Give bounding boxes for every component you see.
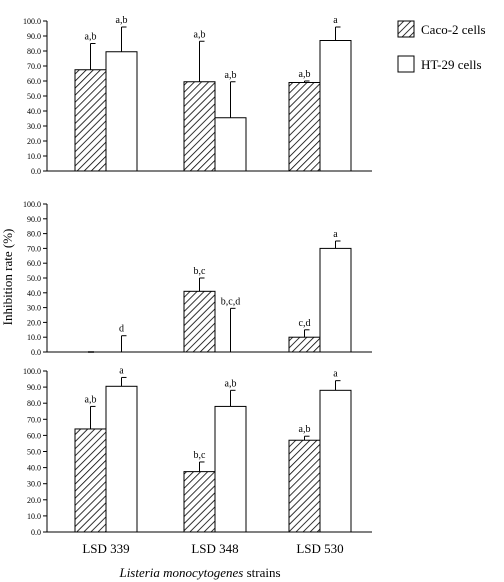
panel-3-y-tick-label: 60.0 [27, 431, 41, 440]
panel-3-y-tick-label: 50.0 [27, 448, 41, 457]
panel-2-y-tick-label: 80.0 [27, 230, 41, 239]
panel-1-lsd-339-caco-2-significance-label: a,b [85, 32, 97, 43]
panel-1-lsd-530-ht-29-significance-label: a [333, 15, 338, 26]
panel-3-lsd-339-ht-29-bar [105, 385, 138, 533]
panel-3-y-tick-label: 30.0 [27, 480, 41, 489]
panel-1-y-tick-label: 100.0 [23, 17, 41, 26]
panel-2-y-tick-label: 40.0 [27, 289, 41, 298]
panel-1-y-tick-label: 10.0 [27, 152, 41, 161]
panel-1-lsd-530-caco-2-bar [288, 82, 321, 172]
panel-3-y-tick-label: 40.0 [27, 464, 41, 473]
panel-2-y-tick-label: 50.0 [27, 274, 41, 283]
legend-label-caco-2: Caco-2 cells [421, 22, 486, 37]
panel-1-y-tick-label: 50.0 [27, 92, 41, 101]
panel-1-lsd-530-ht-29-bar [319, 40, 352, 172]
panel-3-lsd-348-caco-2-significance-label: b,c [194, 450, 207, 461]
category-labels: LSD 339 LSD 348 LSD 530 [82, 541, 343, 556]
panel-2-y-tick-label: 10.0 [27, 333, 41, 342]
panel-3-y-tick-label: 70.0 [27, 415, 41, 424]
panel-3: 0.0 10.0 20.0 30.0 40.0 50.0 60.0 70.0 80.0 90.0 1… [23, 365, 372, 537]
panel-3-lsd-530-ht-29-significance-label: a [333, 369, 338, 380]
panel-1-lsd-339-ht-29-bar [105, 51, 138, 172]
x-axis-title-italic: Listeria monocytogenes [118, 565, 243, 580]
panel-3-y-tick-label: 90.0 [27, 383, 41, 392]
legend-swatch-ht-29 [397, 55, 415, 73]
panel-2-lsd-348-caco-2-bar [183, 290, 216, 353]
panel-2: 0.0 10.0 20.0 30.0 40.0 50.0 60.0 70.0 80.0 90.0 1… [23, 200, 372, 357]
panel-3-y-tick-label: 80.0 [27, 399, 41, 408]
category-label-lsd-339: LSD 339 [82, 541, 129, 556]
panel-1-y-tick-label: 30.0 [27, 122, 41, 131]
panel-2-y-tick-label: 70.0 [27, 244, 41, 253]
x-axis-title: Listeria monocytogenes strains [118, 565, 280, 580]
x-axis-title-rest: strains [243, 565, 280, 580]
panel-3-lsd-339-ht-29-significance-label: a [119, 365, 124, 376]
panel-3-lsd-348-caco-2-bar [183, 471, 216, 533]
panel-2-y-tick-label: 100.0 [23, 200, 41, 209]
category-label-lsd-348: LSD 348 [191, 541, 238, 556]
legend: Caco-2 cells HT-29 cells [397, 20, 486, 73]
chart-panels: 0.0 10.0 20.0 30.0 40.0 50.0 60.0 70.0 80.0 90.0 1… [23, 15, 372, 537]
panel-3-y-tick-label: 10.0 [27, 512, 41, 521]
panel-3-lsd-530-caco-2-significance-label: a,b [299, 424, 311, 435]
panel-3-lsd-348-ht-29-significance-label: a,b [225, 378, 237, 389]
panel-1-lsd-339-caco-2-bar [74, 69, 107, 172]
panel-2-lsd-530-ht-29-significance-label: a [333, 229, 338, 240]
panel-1-lsd-530-caco-2-significance-label: a,b [299, 69, 311, 80]
panel-2-lsd-530-ht-29-bar [319, 247, 352, 353]
panel-2-lsd-348-ht-29-significance-label: b,c,d [221, 296, 240, 307]
legend-label-ht-29: HT-29 cells [421, 57, 482, 72]
panel-1-lsd-348-ht-29-significance-label: a,b [225, 70, 237, 81]
category-label-lsd-530: LSD 530 [296, 541, 343, 556]
panel-3-lsd-348-ht-29-bar [214, 405, 247, 533]
panel-3-lsd-530-ht-29-bar [319, 389, 352, 533]
panel-2-lsd-339-ht-29-significance-label: d [119, 324, 124, 335]
panel-1-y-tick-label: 0.0 [31, 167, 41, 176]
panel-1-y-tick-label: 90.0 [27, 32, 41, 41]
panel-3-y-tick-label: 100.0 [23, 367, 41, 376]
panel-1-y-tick-label: 60.0 [27, 77, 41, 86]
panel-1-y-tick-label: 20.0 [27, 137, 41, 146]
panel-3-lsd-339-caco-2-bar [74, 428, 107, 533]
panel-1-lsd-348-caco-2-bar [183, 81, 216, 172]
panel-1-y-tick-label: 40.0 [27, 107, 41, 116]
y-axis-title: Inhibition rate (%) [0, 229, 15, 326]
panel-3-y-tick-label: 0.0 [31, 528, 41, 537]
panel-2-lsd-530-caco-2-significance-label: c,d [299, 318, 311, 329]
panel-2-y-tick-label: 20.0 [27, 318, 41, 327]
panel-1-lsd-339-ht-29-significance-label: a,b [116, 15, 128, 26]
panel-1-lsd-348-ht-29-bar [214, 117, 247, 172]
panel-2-lsd-348-caco-2-significance-label: b,c [194, 266, 207, 277]
panel-3-lsd-339-caco-2-significance-label: a,b [85, 394, 97, 405]
panel-2-lsd-530-caco-2-bar [288, 336, 321, 353]
panel-2-y-tick-label: 90.0 [27, 215, 41, 224]
panel-3-lsd-530-caco-2-bar [288, 439, 321, 533]
panel-1-lsd-348-caco-2-significance-label: a,b [194, 29, 206, 40]
panel-3-y-tick-label: 20.0 [27, 496, 41, 505]
panel-1-y-tick-label: 70.0 [27, 62, 41, 71]
panel-2-y-tick-label: 30.0 [27, 304, 41, 313]
panel-2-y-tick-label: 0.0 [31, 348, 41, 357]
legend-swatch-caco-2 [397, 20, 415, 38]
panel-1: 0.0 10.0 20.0 30.0 40.0 50.0 60.0 70.0 80.0 90.0 1… [23, 15, 372, 176]
panel-1-y-tick-label: 80.0 [27, 47, 41, 56]
panel-2-y-tick-label: 60.0 [27, 259, 41, 268]
